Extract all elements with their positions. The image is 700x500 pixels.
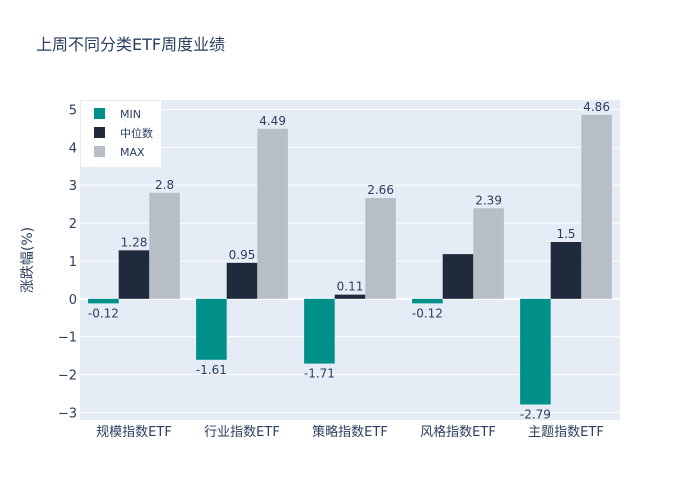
data-label: 4.49 <box>259 114 286 128</box>
bar[interactable] <box>550 242 582 299</box>
bar[interactable] <box>257 128 288 299</box>
bar[interactable] <box>442 254 474 299</box>
data-label: 2.66 <box>367 183 394 197</box>
y-tick-label: −1 <box>58 331 77 346</box>
bars <box>88 114 612 405</box>
bar[interactable] <box>118 250 150 299</box>
y-tick-label: 5 <box>69 103 77 118</box>
data-label: -0.12 <box>412 306 443 320</box>
data-label: 2.39 <box>475 193 502 207</box>
bar[interactable] <box>334 294 366 299</box>
data-labels: -0.12 1.28 2.8 -1.61 0.95 4.49 -1.71 0.11 2.66 -0… <box>88 100 610 422</box>
x-tick-label: 主题指数ETF <box>528 425 604 440</box>
x-tick-label: 行业指数ETF <box>204 425 280 440</box>
x-axis-ticks: 规模指数ETF 行业指数ETF 策略指数ETF 风格指数ETF 主题指数ETF <box>96 424 604 440</box>
x-tick-label: 风格指数ETF <box>420 424 496 440</box>
bar[interactable] <box>196 298 227 360</box>
bar[interactable] <box>473 208 504 299</box>
y-axis-ticks: −3 −2 −1 0 1 2 3 4 5 <box>58 103 77 421</box>
data-label: -2.79 <box>520 407 551 421</box>
data-label: -1.61 <box>196 363 227 377</box>
bar[interactable] <box>226 262 258 299</box>
bar[interactable] <box>88 298 119 304</box>
legend-label[interactable]: MAX <box>120 146 145 159</box>
y-tick-label: 0 <box>69 293 77 308</box>
y-tick-label: 1 <box>69 255 77 270</box>
data-label: -1.71 <box>304 367 335 381</box>
bar[interactable] <box>412 298 443 304</box>
legend-swatch[interactable] <box>94 108 105 119</box>
data-label: -0.12 <box>88 306 119 320</box>
bar[interactable] <box>304 298 335 364</box>
legend-swatch[interactable] <box>94 127 105 138</box>
bar[interactable] <box>581 114 612 299</box>
data-label: 4.86 <box>583 100 610 114</box>
data-label: 0.95 <box>229 248 256 262</box>
legend-label[interactable]: 中位数 <box>120 126 153 140</box>
legend[interactable]: MIN 中位数 MAX <box>81 101 161 167</box>
bar[interactable] <box>365 198 396 299</box>
data-label: 1.5 <box>556 227 575 241</box>
y-tick-label: 2 <box>69 217 77 232</box>
bar[interactable] <box>149 192 180 299</box>
chart-title: 上周不同分类ETF周度业绩 <box>36 35 225 54</box>
data-label: 0.11 <box>337 280 364 294</box>
y-tick-label: −3 <box>58 406 77 421</box>
x-tick-label: 规模指数ETF <box>96 425 172 440</box>
y-tick-label: 3 <box>69 179 77 194</box>
y-axis-label: 涨跌幅(%) <box>20 227 36 293</box>
data-label: 2.8 <box>155 178 174 192</box>
legend-label[interactable]: MIN <box>120 108 141 121</box>
bar[interactable] <box>520 298 551 405</box>
y-tick-label: −2 <box>58 369 77 384</box>
y-tick-label: 4 <box>69 141 77 156</box>
legend-swatch[interactable] <box>94 146 105 157</box>
data-label: 1.28 <box>121 235 148 249</box>
x-tick-label: 策略指数ETF <box>312 424 388 440</box>
